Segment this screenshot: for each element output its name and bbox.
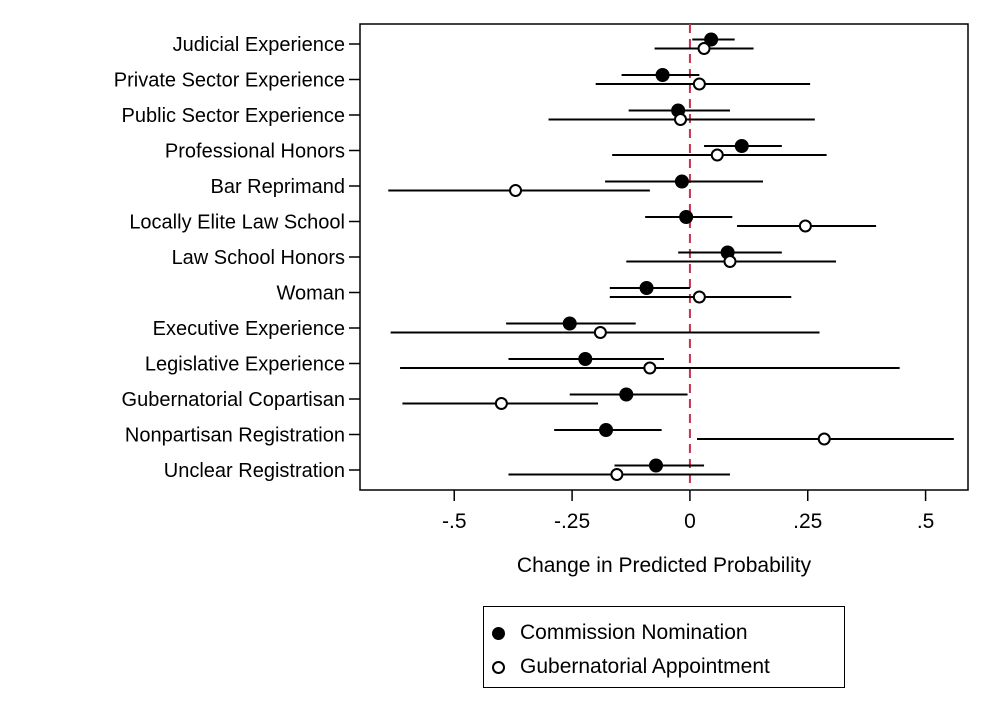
legend-item-commission: Commission Nomination xyxy=(492,621,748,645)
gubernatorial-appointment-point xyxy=(817,432,831,446)
gubernatorial-appointment-point xyxy=(710,148,724,162)
gubernatorial-appointment-point xyxy=(697,42,711,55)
gubernatorial-appointment-point xyxy=(509,184,523,197)
commission-nomination-point xyxy=(619,387,634,402)
commission-nomination-point xyxy=(704,32,719,47)
commission-nomination-point xyxy=(679,210,694,224)
legend-label-commission: Commission Nomination xyxy=(520,621,748,644)
filled-circle-marker-icon xyxy=(492,626,505,640)
gubernatorial-appointment-point xyxy=(643,361,657,375)
y-axis-labels: Judicial Experience Private Sector Experi… xyxy=(114,34,360,482)
legend-item-gubernatorial: Gubernatorial Appointment xyxy=(492,655,770,679)
x-tick-label: -.5 xyxy=(442,510,467,533)
gubernatorial-appointment-point xyxy=(692,290,706,304)
gubernatorial-appointment-point xyxy=(593,326,607,339)
y-tick-label: Woman xyxy=(276,283,345,305)
x-tick-label: .25 xyxy=(793,510,822,533)
plot-frame xyxy=(359,23,969,491)
gubernatorial-appointment-point xyxy=(610,468,624,481)
commission-nomination-point xyxy=(655,68,670,82)
legend-label-gubernatorial: Gubernatorial Appointment xyxy=(520,655,770,678)
y-tick-label: Nonpartisan Registration xyxy=(125,425,345,447)
x-axis: -.5 -.25 0 .25 .5 xyxy=(442,490,934,533)
series-layer xyxy=(388,32,954,481)
y-tick-label: Private Sector Experience xyxy=(114,70,345,92)
gubernatorial-appointment-point xyxy=(723,255,737,268)
commission-nomination-point xyxy=(639,281,654,295)
x-axis-title: Change in Predicted Probability xyxy=(517,554,812,577)
gubernatorial-appointment-point xyxy=(692,77,706,91)
y-tick-label: Executive Experience xyxy=(153,318,345,340)
y-tick-label: Professional Honors xyxy=(165,141,345,163)
commission-nomination-point xyxy=(599,423,614,437)
commission-nomination-point xyxy=(674,174,689,189)
x-tick-label: .5 xyxy=(917,510,935,533)
y-tick-label: Locally Elite Law School xyxy=(129,212,345,234)
gubernatorial-appointment-point xyxy=(673,113,687,126)
x-tick-label: 0 xyxy=(684,510,696,533)
commission-nomination-point xyxy=(562,316,577,331)
y-tick-label: Unclear Registration xyxy=(164,460,345,482)
legend: Commission Nomination Gubernatorial Appo… xyxy=(483,606,845,688)
commission-nomination-point xyxy=(648,458,663,473)
gubernatorial-appointment-point xyxy=(494,397,508,410)
gubernatorial-appointment-point xyxy=(798,219,812,233)
y-tick-label: Law School Honors xyxy=(172,247,345,269)
hollow-circle-marker-icon xyxy=(492,660,505,674)
y-tick-label: Gubernatorial Copartisan xyxy=(122,389,345,411)
y-tick-label: Judicial Experience xyxy=(173,34,345,56)
commission-nomination-point xyxy=(734,139,749,153)
y-tick-label: Public Sector Experience xyxy=(122,105,345,127)
y-tick-label: Bar Reprimand xyxy=(210,176,345,198)
x-tick-label: -.25 xyxy=(554,510,590,533)
y-tick-label: Legislative Experience xyxy=(145,354,345,376)
commission-nomination-point xyxy=(578,352,593,366)
